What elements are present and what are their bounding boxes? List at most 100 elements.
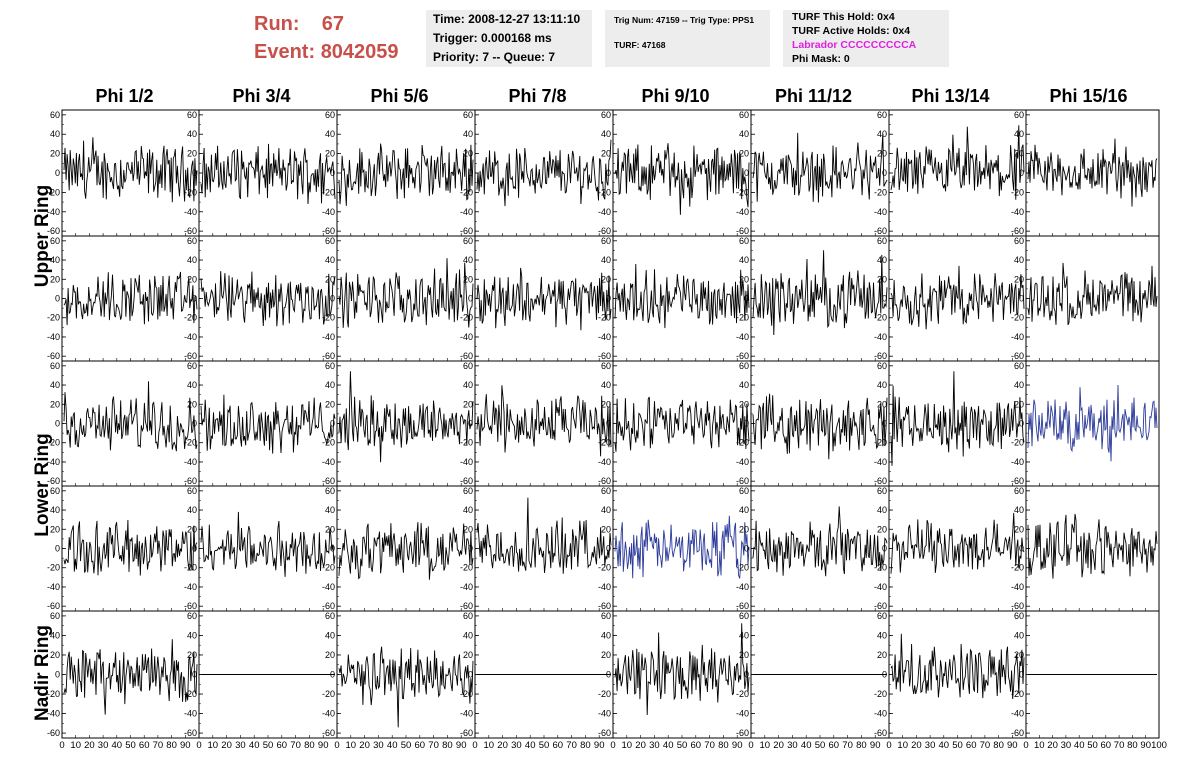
x-tick-label: 80 bbox=[993, 740, 1004, 751]
y-tick-label: 40 bbox=[877, 255, 887, 265]
y-tick-label: -60 bbox=[47, 226, 60, 236]
panel-upper-1-phi-3-4: 60 40 20 0 -20 -40 -60 bbox=[184, 109, 338, 237]
y-tick-label: 40 bbox=[739, 129, 749, 139]
y-tick-label: 0 bbox=[468, 670, 473, 680]
y-tick-label: 40 bbox=[187, 380, 197, 390]
x-tick-label: 20 bbox=[773, 740, 784, 751]
y-tick-label: 60 bbox=[739, 110, 749, 120]
y-tick-label: 20 bbox=[50, 149, 60, 159]
x-tick-label: 90 bbox=[594, 740, 605, 751]
y-tick-label: 0 bbox=[606, 544, 611, 554]
panel-frame bbox=[336, 485, 476, 612]
y-tick-label: 40 bbox=[739, 255, 749, 265]
y-tick-label: -20 bbox=[460, 313, 473, 323]
y-tick-label: -20 bbox=[184, 438, 197, 448]
panel-lower-2-phi-7-8: 60 40 20 0 -20 -40 -60 bbox=[460, 485, 614, 612]
waveform-trace bbox=[1027, 262, 1158, 326]
y-tick-label: -20 bbox=[1011, 689, 1024, 699]
y-tick-label: 60 bbox=[50, 236, 60, 246]
waveform-trace bbox=[752, 393, 888, 460]
y-tick-label: 40 bbox=[463, 255, 473, 265]
y-tick-label: 40 bbox=[877, 505, 887, 515]
y-tick-label: -40 bbox=[598, 332, 611, 342]
x-tick-label: 40 bbox=[387, 740, 398, 751]
y-tick-label: -40 bbox=[184, 207, 197, 217]
y-tick-label: 20 bbox=[325, 524, 335, 534]
y-tick-label: 20 bbox=[1014, 149, 1024, 159]
y-tick-label: 0 bbox=[468, 168, 473, 178]
run-row: Run: 67 bbox=[254, 10, 399, 38]
y-tick-label: 0 bbox=[606, 419, 611, 429]
y-tick-label: 20 bbox=[739, 274, 749, 284]
waveform-trace bbox=[476, 385, 612, 457]
y-tick-label: -40 bbox=[47, 332, 60, 342]
x-tick-label: 90 bbox=[732, 740, 743, 751]
y-tick-label: -40 bbox=[47, 709, 60, 719]
y-tick-label: 60 bbox=[1014, 361, 1024, 371]
y-tick-label: -40 bbox=[1011, 332, 1024, 342]
y-tick-label: -40 bbox=[598, 457, 611, 467]
waveform-trace bbox=[1027, 138, 1158, 207]
y-tick-label: 40 bbox=[325, 380, 335, 390]
y-tick-label: 60 bbox=[325, 110, 335, 120]
event-value: 8042059 bbox=[320, 41, 399, 63]
y-tick-label: 40 bbox=[463, 630, 473, 640]
y-tick-label: 60 bbox=[325, 611, 335, 621]
y-tick-label: -20 bbox=[47, 563, 60, 573]
x-tick-label: 80 bbox=[580, 740, 591, 751]
trig-num-text: Trig Num: 47159 -- Trig Type: PPS1 bbox=[614, 15, 755, 25]
y-tick-label: -20 bbox=[736, 563, 749, 573]
panel-lower-1-phi-13-14: 60 40 20 0 -20 -40 -60 bbox=[874, 360, 1027, 487]
y-tick-label: -60 bbox=[322, 728, 335, 738]
y-tick-label: -40 bbox=[874, 332, 887, 342]
y-tick-label: 40 bbox=[601, 630, 611, 640]
x-tick-label: 30 bbox=[235, 740, 246, 751]
x-tick-label: 0 bbox=[59, 740, 64, 751]
trig-info-box: Trig Num: 47159 -- Trig Type: PPS1 TURF:… bbox=[605, 10, 770, 67]
y-tick-label: 40 bbox=[187, 255, 197, 265]
y-tick-label: 0 bbox=[1019, 168, 1024, 178]
y-tick-label: -60 bbox=[47, 351, 60, 361]
y-tick-label: -20 bbox=[460, 563, 473, 573]
x-tick-label: 30 bbox=[787, 740, 798, 751]
x-tick-label: 20 bbox=[1047, 740, 1058, 751]
waveform-trace bbox=[63, 519, 198, 576]
panel-upper-2-phi-7-8: 60 40 20 0 -20 -40 -60 bbox=[460, 235, 614, 362]
y-tick-label: -20 bbox=[598, 689, 611, 699]
y-tick-label: 40 bbox=[877, 630, 887, 640]
y-tick-label: 20 bbox=[739, 399, 749, 409]
panel-upper-1-phi-11-12: 60 40 20 0 -20 -40 -60 bbox=[736, 109, 890, 237]
y-tick-label: 20 bbox=[463, 650, 473, 660]
y-tick-label: 0 bbox=[55, 294, 60, 304]
x-tick-label: 70 bbox=[704, 740, 715, 751]
y-tick-label: 60 bbox=[187, 361, 197, 371]
y-tick-label: 40 bbox=[50, 630, 60, 640]
y-tick-label: 40 bbox=[1014, 380, 1024, 390]
y-tick-label: -20 bbox=[598, 187, 611, 197]
y-tick-label: -60 bbox=[460, 226, 473, 236]
phi-mask-text: Phi Mask: 0 bbox=[792, 53, 850, 65]
y-tick-label: -40 bbox=[322, 457, 335, 467]
waveform-trace bbox=[614, 263, 750, 329]
x-tick-label: 30 bbox=[511, 740, 522, 751]
x-tick-label: 50 bbox=[677, 740, 688, 751]
x-tick-label: 10 bbox=[484, 740, 495, 751]
y-tick-label: 20 bbox=[601, 274, 611, 284]
event-label: Event: bbox=[254, 41, 316, 63]
y-tick-label: 60 bbox=[50, 611, 60, 621]
y-tick-label: 60 bbox=[187, 110, 197, 120]
y-tick-label: 20 bbox=[187, 399, 197, 409]
x-tick-label: 60 bbox=[553, 740, 564, 751]
waveform-trace bbox=[200, 143, 336, 205]
x-tick-label: 50 bbox=[1087, 740, 1098, 751]
turf-text: TURF: 47168 bbox=[614, 40, 666, 50]
y-tick-label: 60 bbox=[739, 486, 749, 496]
x-tick-label: 80 bbox=[856, 740, 867, 751]
y-tick-label: -20 bbox=[184, 313, 197, 323]
x-tick-label: 50 bbox=[263, 740, 274, 751]
y-tick-label: 60 bbox=[877, 236, 887, 246]
y-tick-label: -20 bbox=[47, 313, 60, 323]
x-tick-label: 60 bbox=[415, 740, 426, 751]
x-tick-label: 0 bbox=[610, 740, 615, 751]
y-tick-label: -60 bbox=[1011, 226, 1024, 236]
